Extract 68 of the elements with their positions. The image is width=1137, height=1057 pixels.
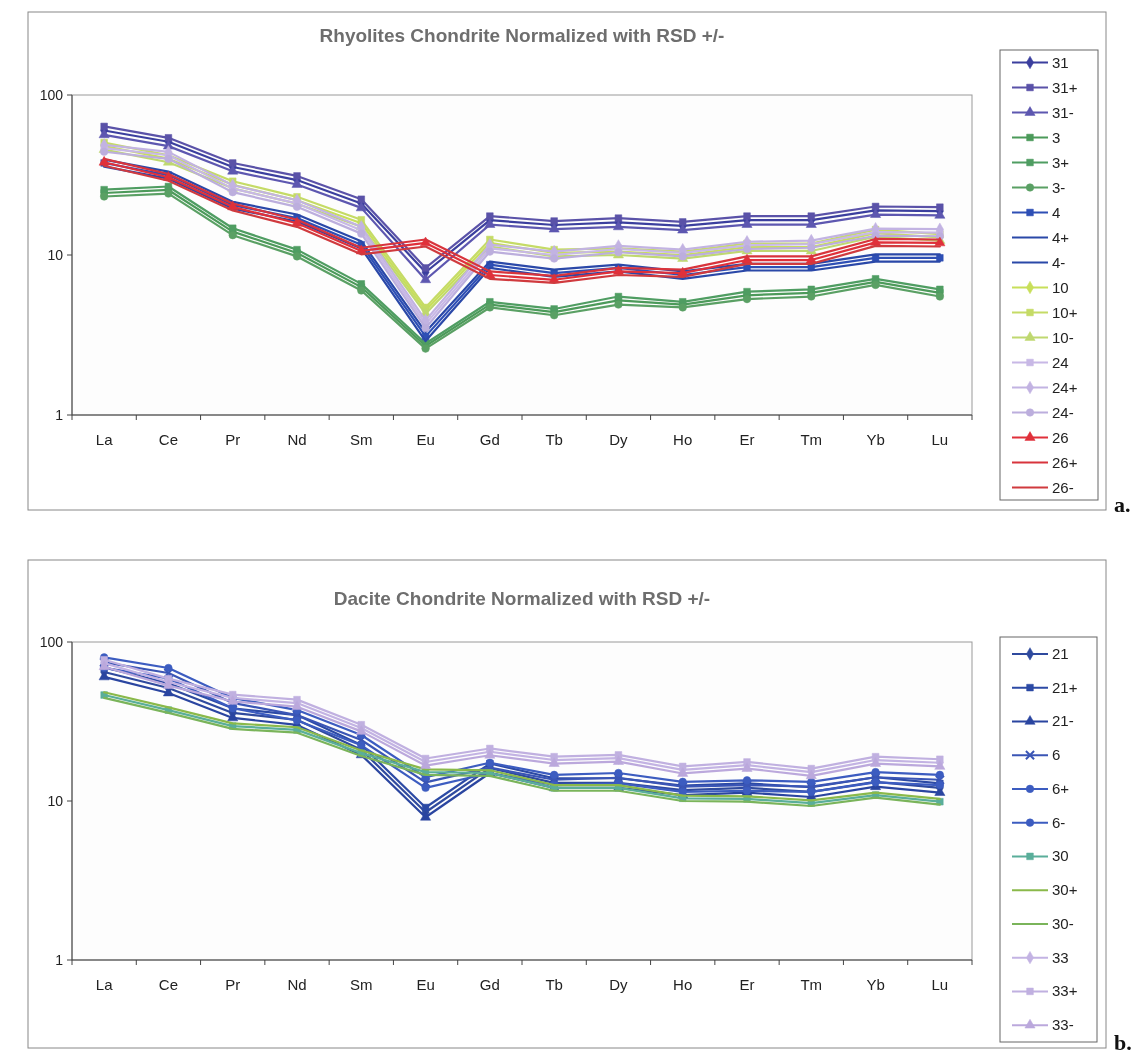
legend-label: 24 [1052, 353, 1069, 371]
legend-label: 30 [1052, 847, 1069, 865]
y-tick-label: 10 [47, 793, 64, 809]
legend-label: 31+ [1052, 78, 1078, 96]
x-tick-label: Gd [479, 431, 500, 448]
x-tick-label: Sm [350, 976, 373, 993]
x-tick-label: Nd [287, 431, 307, 448]
legend-label: 4+ [1052, 228, 1070, 246]
legend-label: 30+ [1052, 881, 1078, 899]
x-tick-label: Yb [866, 431, 885, 448]
y-tick-label: 1 [55, 407, 64, 423]
chart-title: Dacite Chondrite Normalized with RSD +/- [333, 588, 711, 609]
x-tick-label: Tm [800, 976, 823, 993]
legend-label: 31 [1052, 53, 1069, 71]
x-tick-label: Sm [350, 431, 373, 448]
legend-label: 31- [1052, 103, 1074, 121]
legend-label: 4 [1052, 203, 1061, 221]
legend-label: 4- [1052, 253, 1066, 271]
x-tick-label: Nd [287, 976, 307, 993]
x-tick-label: La [95, 431, 114, 448]
legend-label: 33- [1052, 1016, 1074, 1034]
x-tick-label: Ho [673, 976, 693, 993]
x-tick-label: Gd [479, 976, 500, 993]
x-tick-label: Ho [673, 431, 693, 448]
legend-label: 3- [1052, 178, 1066, 196]
chart-title: Rhyolites Chondrite Normalized with RSD +/- [319, 25, 725, 46]
x-tick-label: Yb [866, 976, 885, 993]
legend-label: 24- [1052, 403, 1074, 421]
legend-label: 10- [1052, 328, 1074, 346]
x-tick-label: Er [739, 431, 755, 448]
legend-label: 21+ [1052, 678, 1078, 696]
y-tick-label: 10 [47, 247, 64, 263]
legend-label: 3 [1052, 128, 1061, 146]
legend-label: 33 [1052, 948, 1069, 966]
legend-label: 6- [1052, 813, 1066, 831]
legend-label: 24+ [1052, 378, 1078, 396]
x-tick-label: Dy [609, 976, 629, 993]
x-tick-label: Eu [416, 431, 435, 448]
x-tick-label: Tb [545, 976, 563, 993]
legend-label: 10+ [1052, 303, 1078, 321]
x-tick-label: Er [739, 976, 755, 993]
x-tick-label: Dy [609, 431, 629, 448]
legend-label: 26+ [1052, 453, 1078, 471]
legend-label: 6 [1052, 746, 1061, 764]
x-tick-label: Lu [931, 431, 949, 448]
legend-label: 6+ [1052, 779, 1070, 797]
legend-label: 10 [1052, 278, 1069, 296]
x-tick-label: Pr [225, 431, 241, 448]
legend-label: 30- [1052, 914, 1074, 932]
legend-label: 3+ [1052, 153, 1070, 171]
x-tick-label: Pr [225, 976, 241, 993]
x-tick-label: Tb [545, 431, 563, 448]
legend-label: 33+ [1052, 982, 1078, 1000]
x-tick-label: Tm [800, 431, 823, 448]
legend-label: 21 [1052, 644, 1069, 662]
x-tick-label: Lu [931, 976, 949, 993]
y-tick-label: 1 [55, 952, 64, 968]
text: a. [1114, 492, 1131, 517]
y-tick-label: 100 [39, 634, 64, 650]
x-tick-label: Ce [158, 431, 179, 448]
legend-label: 26- [1052, 478, 1074, 496]
legend-label: 21- [1052, 712, 1074, 730]
x-tick-label: Ce [158, 976, 179, 993]
text: b. [1114, 1030, 1132, 1055]
x-tick-label: La [95, 976, 114, 993]
y-tick-label: 100 [39, 87, 64, 103]
legend-label: 26 [1052, 428, 1069, 446]
x-tick-label: Eu [416, 976, 435, 993]
